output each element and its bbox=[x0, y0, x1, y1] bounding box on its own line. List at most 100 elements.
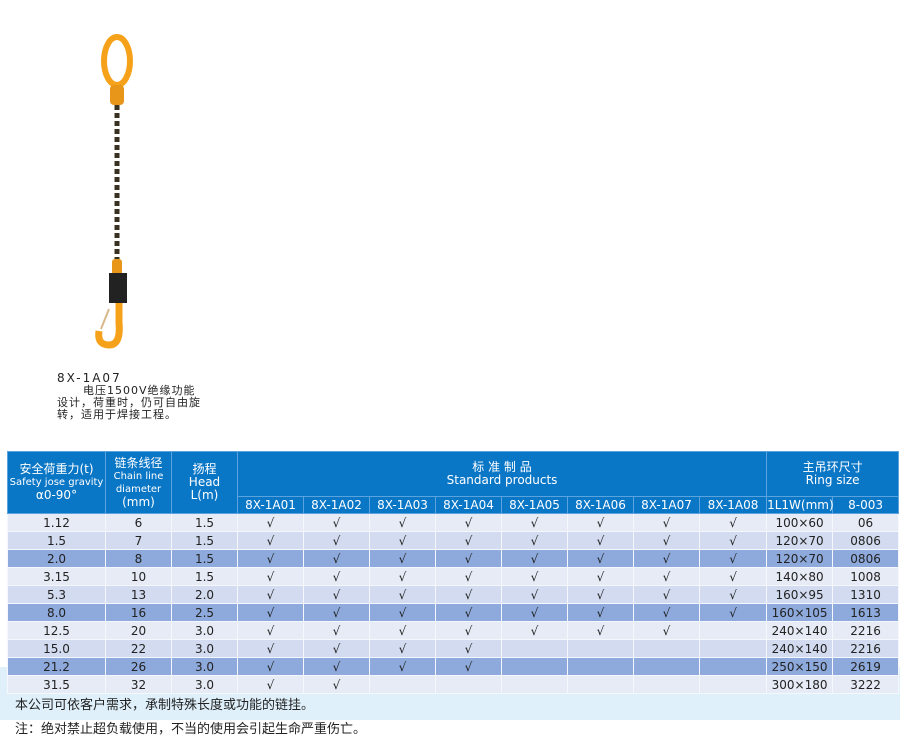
product-description: 电压1500V绝缘功能设计，荷重时，仍可自由旋转，适用于焊接工程。 bbox=[57, 384, 201, 421]
chain-cell: 26 bbox=[105, 657, 172, 676]
header-product-8x-1a07: 8X-1A07 bbox=[633, 496, 700, 514]
load-cell: 5.3 bbox=[7, 585, 106, 604]
check-mark: √ bbox=[698, 567, 768, 586]
ring-dim-cell: 120×70 bbox=[766, 531, 834, 550]
header-product-8x-1a01: 8X-1A01 bbox=[237, 496, 304, 514]
empty-cell bbox=[567, 657, 634, 676]
check-mark: √ bbox=[435, 621, 502, 640]
check-mark: √ bbox=[501, 603, 568, 622]
check-mark: √ bbox=[237, 603, 304, 622]
load-cell: 12.5 bbox=[7, 621, 106, 640]
check-mark: √ bbox=[369, 513, 436, 532]
ring-dim-cell: 140×80 bbox=[766, 567, 834, 586]
chain-cell: 20 bbox=[105, 621, 172, 640]
table-row: 31.5 32 3.0 √ √ 300×180 3222 bbox=[7, 675, 900, 694]
check-mark: √ bbox=[698, 585, 768, 604]
head-cell: 1.5 bbox=[171, 567, 238, 586]
header-product-8x-1a03: 8X-1A03 bbox=[369, 496, 436, 514]
load-cell: 2.0 bbox=[7, 549, 106, 568]
check-mark: √ bbox=[237, 513, 304, 532]
table-row: 21.2 26 3.0 √ √ √ √ 250×150 2619 bbox=[7, 657, 900, 676]
ring-dim-cell: 300×180 bbox=[766, 675, 834, 694]
chain-cell: 7 bbox=[105, 531, 172, 550]
check-mark: √ bbox=[237, 621, 304, 640]
check-mark: √ bbox=[501, 513, 568, 532]
table-row: 12.5 20 3.0 √ √ √ √ √ √ √ 240×140 2216 bbox=[7, 621, 900, 640]
header-ring-dim: 1L1W(mm) bbox=[766, 496, 834, 514]
check-mark: √ bbox=[369, 585, 436, 604]
check-mark: √ bbox=[303, 567, 370, 586]
check-mark: √ bbox=[698, 603, 768, 622]
check-mark: √ bbox=[369, 549, 436, 568]
chain-sling-product-image bbox=[95, 34, 133, 349]
chain-cell: 8 bbox=[105, 549, 172, 568]
ring-code-cell: 2216 bbox=[832, 639, 900, 658]
check-mark: √ bbox=[369, 603, 436, 622]
ring-dim-cell: 160×105 bbox=[766, 603, 834, 622]
check-mark: √ bbox=[567, 531, 634, 550]
header-standard-products: 标 准 制 品 Standard products bbox=[236, 451, 768, 497]
check-mark: √ bbox=[698, 549, 768, 568]
ring-code-cell: 0806 bbox=[832, 549, 900, 568]
head-cell: 2.5 bbox=[171, 603, 238, 622]
header-product-8x-1a08: 8X-1A08 bbox=[698, 496, 768, 514]
check-mark: √ bbox=[567, 513, 634, 532]
check-mark: √ bbox=[567, 549, 634, 568]
empty-cell bbox=[633, 657, 700, 676]
empty-cell bbox=[698, 639, 768, 658]
ring-dim-cell: 240×140 bbox=[766, 639, 834, 658]
specification-table: 安全荷重力(t) Safety jose gravity α0-90° 链条线径 Ch… bbox=[7, 451, 900, 694]
load-cell: 31.5 bbox=[7, 675, 106, 694]
check-mark: √ bbox=[303, 603, 370, 622]
ring-code-cell: 06 bbox=[832, 513, 900, 532]
ring-code-cell: 1613 bbox=[832, 603, 900, 622]
check-mark: √ bbox=[501, 585, 568, 604]
head-cell: 3.0 bbox=[171, 639, 238, 658]
chain-cell: 10 bbox=[105, 567, 172, 586]
load-cell: 8.0 bbox=[7, 603, 106, 622]
check-mark: √ bbox=[369, 567, 436, 586]
chain-cell: 13 bbox=[105, 585, 172, 604]
load-cell: 1.5 bbox=[7, 531, 106, 550]
check-mark: √ bbox=[501, 621, 568, 640]
check-mark: √ bbox=[435, 549, 502, 568]
check-mark: √ bbox=[435, 639, 502, 658]
check-mark: √ bbox=[369, 657, 436, 676]
load-cell: 15.0 bbox=[7, 639, 106, 658]
check-mark: √ bbox=[435, 603, 502, 622]
empty-cell bbox=[501, 639, 568, 658]
check-mark: √ bbox=[369, 531, 436, 550]
check-mark: √ bbox=[303, 531, 370, 550]
table-row: 15.0 22 3.0 √ √ √ √ 240×140 2216 bbox=[7, 639, 900, 658]
empty-cell bbox=[698, 621, 768, 640]
header-load: 安全荷重力(t) Safety jose gravity α0-90° bbox=[7, 451, 106, 514]
empty-cell bbox=[567, 639, 634, 658]
empty-cell bbox=[698, 657, 768, 676]
check-mark: √ bbox=[237, 585, 304, 604]
check-mark: √ bbox=[369, 621, 436, 640]
empty-cell bbox=[369, 675, 436, 694]
ring-dim-cell: 100×60 bbox=[766, 513, 834, 532]
table-row: 8.0 16 2.5 √ √ √ √ √ √ √ √ 160×105 1613 bbox=[7, 603, 900, 622]
empty-cell bbox=[567, 675, 634, 694]
ring-code-cell: 1008 bbox=[832, 567, 900, 586]
check-mark: √ bbox=[303, 639, 370, 658]
check-mark: √ bbox=[698, 531, 768, 550]
empty-cell bbox=[501, 675, 568, 694]
head-cell: 3.0 bbox=[171, 657, 238, 676]
ring-code-cell: 1310 bbox=[832, 585, 900, 604]
head-cell: 1.5 bbox=[171, 531, 238, 550]
check-mark: √ bbox=[567, 621, 634, 640]
check-mark: √ bbox=[435, 657, 502, 676]
chain-cell: 16 bbox=[105, 603, 172, 622]
table-row: 5.3 13 2.0 √ √ √ √ √ √ √ √ 160×95 1310 bbox=[7, 585, 900, 604]
check-mark: √ bbox=[435, 567, 502, 586]
load-cell: 3.15 bbox=[7, 567, 106, 586]
load-cell: 1.12 bbox=[7, 513, 106, 532]
check-mark: √ bbox=[303, 621, 370, 640]
ring-dim-cell: 120×70 bbox=[766, 549, 834, 568]
check-mark: √ bbox=[303, 585, 370, 604]
chain-cell: 32 bbox=[105, 675, 172, 694]
check-mark: √ bbox=[237, 531, 304, 550]
check-mark: √ bbox=[237, 567, 304, 586]
